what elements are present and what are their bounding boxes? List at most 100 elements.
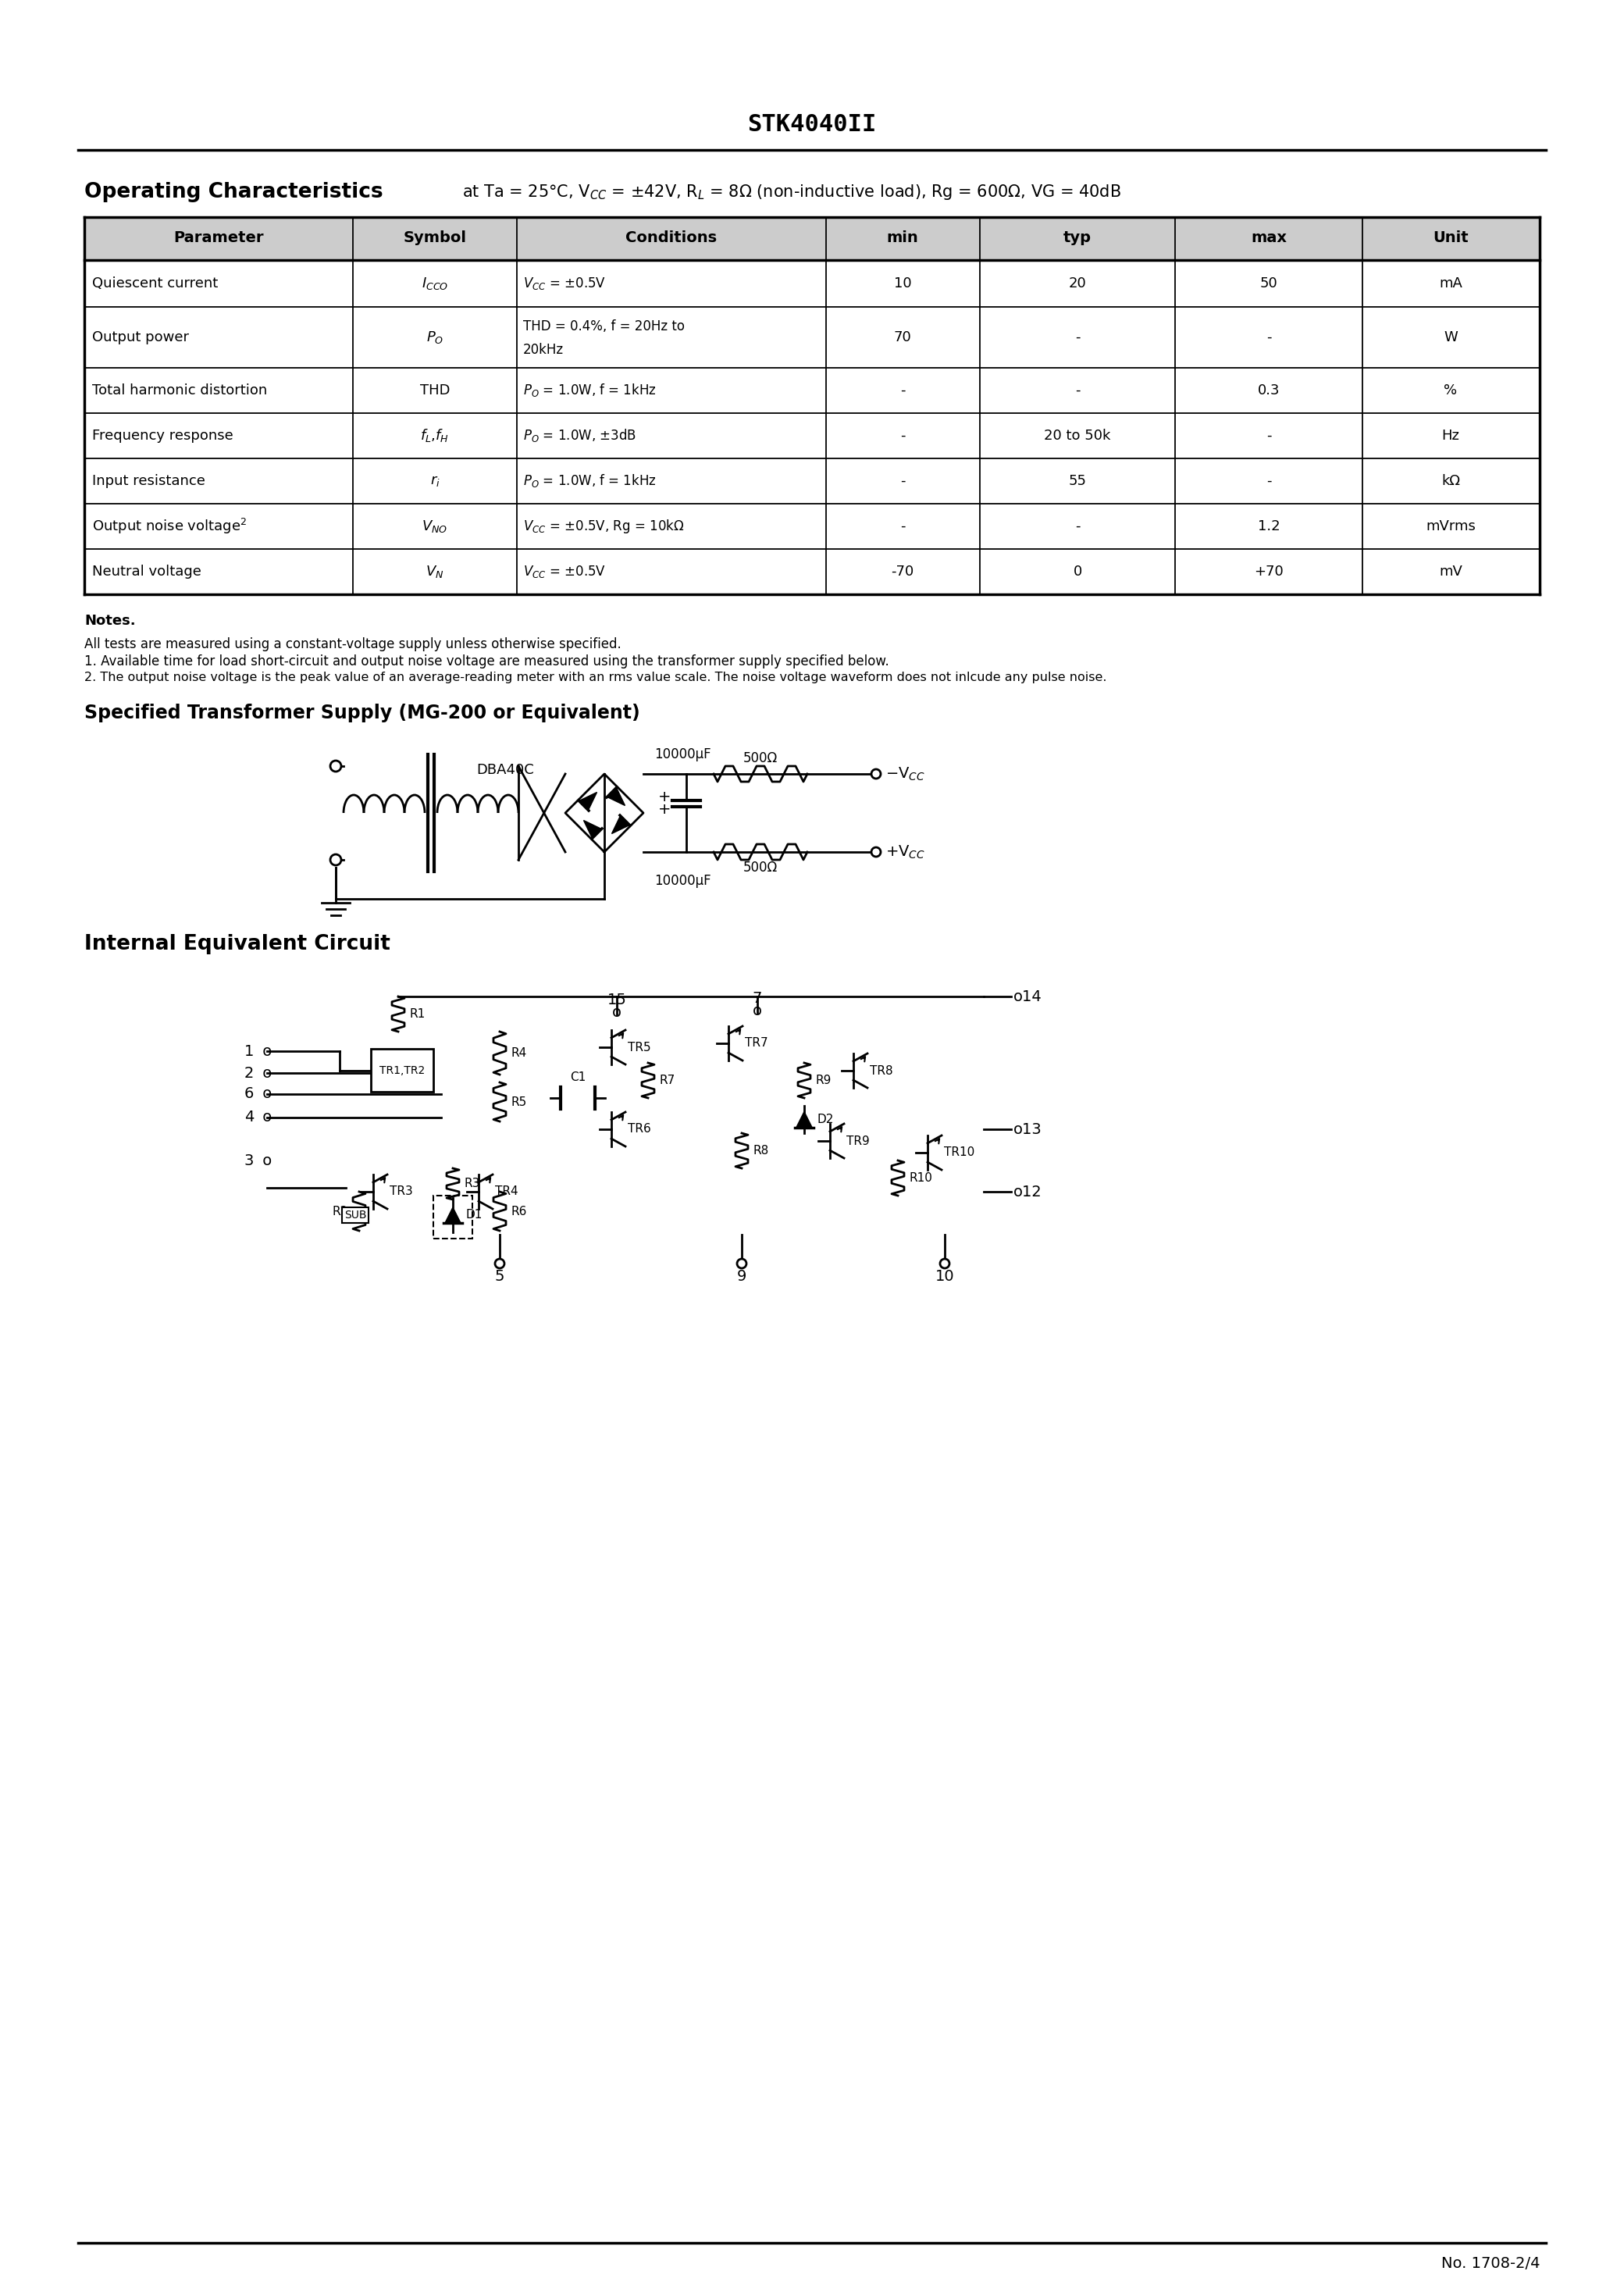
Text: Conditions: Conditions	[625, 230, 718, 246]
Text: mA: mA	[1439, 276, 1462, 292]
Text: o12: o12	[1013, 1185, 1043, 1198]
Text: $I_{CCO}$: $I_{CCO}$	[422, 276, 448, 292]
Text: $V_N$: $V_N$	[425, 565, 443, 579]
Text: C1: C1	[570, 1073, 586, 1084]
Text: TR10: TR10	[944, 1146, 974, 1160]
Bar	[434, 1196, 473, 1239]
Text: All tests are measured using a constant-voltage supply unless otherwise specifie: All tests are measured using a constant-…	[84, 638, 622, 652]
Text: Input resistance: Input resistance	[93, 474, 205, 487]
Text: +: +	[658, 802, 671, 816]
Text: 4: 4	[244, 1109, 253, 1125]
Text: 1. Available time for load short-circuit and output noise voltage are measured u: 1. Available time for load short-circuit…	[84, 654, 888, 667]
Text: R6: R6	[510, 1205, 526, 1216]
Text: -70: -70	[892, 565, 914, 579]
Text: $P_O$ = 1.0W, ±3dB: $P_O$ = 1.0W, ±3dB	[523, 428, 637, 444]
Text: 50: 50	[1260, 276, 1278, 292]
Polygon shape	[583, 820, 601, 838]
Text: Frequency response: Frequency response	[93, 428, 234, 442]
Text: mV: mV	[1439, 565, 1462, 579]
Text: 10: 10	[935, 1269, 955, 1283]
Text: D2: D2	[817, 1114, 833, 1125]
Text: -: -	[1267, 428, 1272, 442]
Text: +70: +70	[1254, 565, 1283, 579]
Text: TR1,TR2: TR1,TR2	[380, 1066, 425, 1075]
Text: 20 to 50k: 20 to 50k	[1044, 428, 1111, 442]
Text: typ: typ	[1064, 230, 1091, 246]
Text: Parameter: Parameter	[174, 230, 263, 246]
Text: 7: 7	[752, 991, 762, 1007]
Text: o: o	[258, 1153, 271, 1169]
Text: THD = 0.4%, f = 20Hz to: THD = 0.4%, f = 20Hz to	[523, 319, 685, 333]
Text: SUB: SUB	[344, 1210, 367, 1221]
Text: TR5: TR5	[628, 1041, 651, 1052]
Text: R10: R10	[909, 1173, 932, 1185]
Text: mVrms: mVrms	[1426, 519, 1476, 533]
Text: R5: R5	[510, 1096, 526, 1107]
Text: $P_O$ = 1.0W, f = 1kHz: $P_O$ = 1.0W, f = 1kHz	[523, 474, 656, 490]
Text: o: o	[258, 1109, 271, 1125]
Text: -: -	[1267, 330, 1272, 344]
Text: at Ta = 25°C, V$_{CC}$ = ±42V, R$_L$ = 8Ω (non-inductive load), Rg = 600Ω, VG = : at Ta = 25°C, V$_{CC}$ = ±42V, R$_L$ = 8…	[463, 182, 1121, 200]
Text: -: -	[900, 474, 905, 487]
Text: -: -	[900, 383, 905, 396]
Text: R1: R1	[409, 1009, 425, 1021]
Text: -: -	[1075, 383, 1080, 396]
Text: Notes.: Notes.	[84, 613, 135, 629]
Text: o: o	[258, 1087, 271, 1103]
Text: TR9: TR9	[846, 1134, 869, 1146]
Text: 6: 6	[244, 1087, 253, 1103]
Text: o: o	[258, 1043, 271, 1059]
Text: max: max	[1250, 230, 1286, 246]
Text: 55: 55	[1069, 474, 1086, 487]
Text: 15: 15	[607, 993, 627, 1007]
Text: STK4040II: STK4040II	[747, 114, 877, 137]
Text: o14: o14	[1013, 989, 1043, 1005]
Text: 70: 70	[893, 330, 911, 344]
Text: +: +	[658, 790, 671, 804]
Text: D1: D1	[466, 1210, 482, 1221]
Text: 1.2: 1.2	[1257, 519, 1280, 533]
Text: Internal Equivalent Circuit: Internal Equivalent Circuit	[84, 934, 390, 954]
Text: o13: o13	[1013, 1121, 1043, 1137]
Text: −V$_{CC}$: −V$_{CC}$	[885, 765, 926, 781]
Text: o: o	[258, 1066, 271, 1080]
Text: 20: 20	[1069, 276, 1086, 292]
Text: $V_{CC}$ = ±0.5V, Rg = 10kΩ: $V_{CC}$ = ±0.5V, Rg = 10kΩ	[523, 517, 684, 535]
Text: W: W	[1444, 330, 1458, 344]
Text: Specified Transformer Supply (MG-200 or Equivalent): Specified Transformer Supply (MG-200 or …	[84, 704, 640, 722]
Text: min: min	[887, 230, 919, 246]
Text: 10000μF: 10000μF	[654, 875, 711, 888]
Text: Quiescent current: Quiescent current	[93, 276, 218, 292]
Text: TR8: TR8	[870, 1064, 893, 1077]
Text: $P_O$ = 1.0W, f = 1kHz: $P_O$ = 1.0W, f = 1kHz	[523, 383, 656, 399]
Text: o: o	[612, 1005, 622, 1021]
Text: o: o	[752, 1002, 762, 1018]
Text: 5: 5	[495, 1269, 505, 1283]
Text: R9: R9	[815, 1075, 831, 1087]
Text: R8: R8	[752, 1146, 768, 1157]
Text: kΩ: kΩ	[1442, 474, 1460, 487]
Text: %: %	[1444, 383, 1457, 396]
Text: -: -	[900, 519, 905, 533]
Text: 3: 3	[244, 1153, 253, 1169]
Text: 0.3: 0.3	[1257, 383, 1280, 396]
Text: Hz: Hz	[1442, 428, 1460, 442]
Text: -: -	[1075, 330, 1080, 344]
Text: 500Ω: 500Ω	[744, 752, 778, 765]
Text: R2: R2	[333, 1205, 348, 1216]
Text: $f_L$,$f_H$: $f_L$,$f_H$	[421, 428, 450, 444]
Bar	[84, 216, 1540, 260]
Text: 2. The output noise voltage is the peak value of an average-reading meter with a: 2. The output noise voltage is the peak …	[84, 672, 1106, 683]
Text: TR3: TR3	[390, 1187, 412, 1198]
Text: No. 1708-2/4: No. 1708-2/4	[1440, 2255, 1540, 2271]
Text: Output noise voltage$^2$: Output noise voltage$^2$	[93, 517, 247, 535]
Text: R4: R4	[510, 1048, 526, 1059]
Text: 1: 1	[244, 1043, 253, 1059]
Text: -: -	[1075, 519, 1080, 533]
Text: DBA40C: DBA40C	[476, 763, 534, 777]
Text: TR6: TR6	[628, 1123, 651, 1134]
Text: 2: 2	[244, 1066, 253, 1080]
Text: $V_{NO}$: $V_{NO}$	[422, 519, 448, 533]
Text: 20kHz: 20kHz	[523, 342, 564, 358]
Bar	[370, 1048, 434, 1091]
